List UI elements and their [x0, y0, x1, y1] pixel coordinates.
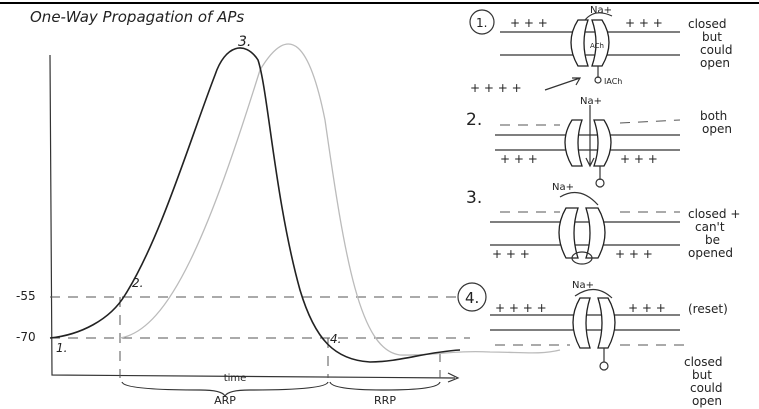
- membrane: [490, 221, 680, 246]
- state: open: [702, 122, 732, 136]
- membrane: [495, 134, 680, 151]
- membrane: [500, 31, 680, 56]
- state: closed: [688, 17, 727, 31]
- binding-label: IACh: [604, 77, 622, 86]
- axes: [49, 54, 456, 379]
- membrane-charge: [500, 119, 681, 126]
- state: but: [692, 368, 712, 382]
- state: opened: [688, 246, 733, 260]
- point-label: 2.: [132, 276, 143, 290]
- panel-number: 3.: [466, 188, 482, 208]
- charges: + + +: [510, 16, 548, 30]
- period-label: RRP: [374, 394, 396, 407]
- state: (reset): [688, 302, 728, 316]
- panel: 2. Na+ + + + + + + both open: [466, 96, 732, 188]
- ap-curve: [49, 47, 461, 363]
- panel: 1. + + + + + + + + + + Na+ ACh IACh clos…: [469, 5, 733, 95]
- state: could: [700, 43, 733, 57]
- point-label: 1.: [56, 341, 67, 355]
- charges: + + +: [625, 16, 663, 30]
- ion-arrow: [585, 105, 595, 168]
- x-label: time: [224, 373, 247, 384]
- state: can't: [695, 220, 725, 234]
- state: be: [705, 233, 720, 247]
- ion-arrow: [559, 191, 599, 206]
- panel: 4. Na+ + + + + + + + (reset) closed but …: [457, 280, 728, 408]
- arrow: [544, 77, 582, 91]
- panel-number: 2.: [466, 110, 482, 130]
- gate-ball: [599, 361, 609, 371]
- point-label: 4.: [330, 332, 341, 346]
- y-label: -55: [16, 289, 36, 303]
- charges: + + +: [615, 247, 653, 261]
- channel: [572, 297, 616, 349]
- gate-ball: [594, 76, 602, 84]
- panel-number: 1.: [476, 16, 487, 30]
- gate-ball: [571, 251, 593, 265]
- binding-label: ACh: [590, 42, 604, 50]
- charges: + + +: [628, 301, 666, 315]
- charges: + + +: [492, 247, 530, 261]
- state: could: [690, 381, 723, 395]
- state: open: [692, 394, 722, 408]
- axis-arrow: [447, 372, 460, 383]
- gate-ball: [595, 178, 605, 188]
- panel: 3. Na+ + + + + + + closed + can't be ope…: [466, 182, 740, 265]
- period-brace: [121, 381, 441, 398]
- state: closed +: [688, 207, 740, 221]
- ion: Na+: [572, 280, 594, 291]
- channel: [558, 207, 606, 259]
- charges: + + +: [500, 152, 538, 166]
- charges: + + + +: [470, 81, 522, 95]
- number-circle: [469, 9, 495, 35]
- state: closed: [684, 355, 723, 369]
- charges: + + +: [620, 152, 658, 166]
- next-ap-curve: [119, 43, 561, 356]
- number-circle: [457, 282, 487, 312]
- graph: -55 -70 1. 2. 3. 4. time ARP RRP: [16, 34, 561, 407]
- panel-number: 4.: [465, 289, 479, 307]
- channel: [570, 19, 610, 67]
- charges: + + + +: [495, 301, 547, 315]
- ion: Na+: [590, 5, 612, 16]
- ion-arrow: [574, 288, 613, 299]
- state: open: [700, 56, 730, 70]
- ion: Na+: [580, 96, 602, 107]
- period-label: ARP: [214, 394, 236, 407]
- channel: [564, 119, 612, 167]
- title: One-Way Propagation of APs: [30, 8, 244, 26]
- state: but: [702, 30, 722, 44]
- y-label: -70: [16, 330, 36, 344]
- state: both: [700, 109, 727, 123]
- ion-arrow: [584, 12, 613, 21]
- ion: Na+: [552, 182, 574, 193]
- point-label: 3.: [238, 34, 251, 50]
